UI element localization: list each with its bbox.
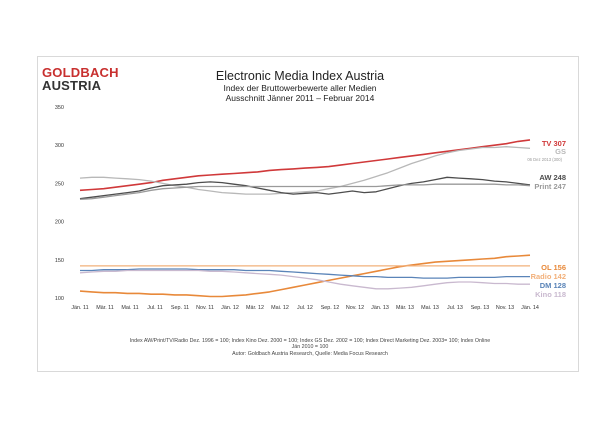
y-tick-label: 150	[55, 258, 64, 264]
series-end-value: 248	[553, 173, 566, 182]
x-tick-label: Jul. 12	[297, 305, 313, 311]
chart-title: Electronic Media Index Austria	[215, 69, 385, 83]
chart-footer: Index AW/Print/TV/Radio Dez. 1996 = 100;…	[90, 338, 530, 357]
series-line-print	[79, 183, 531, 201]
footer-line-2: Jän 2010 = 100	[291, 344, 329, 351]
series-label-radio: Radio 142	[531, 272, 566, 281]
series-name: TV	[542, 139, 554, 148]
chart-subtitle-2: Ausschnitt Jänner 2011 – Februar 2014	[225, 93, 375, 103]
chart-titles: Electronic Media Index Austria Index der…	[150, 69, 450, 103]
chart-subtitle-1: Index der Bruttowerbewerte aller Medien	[223, 83, 377, 93]
gs-annotation: 06 Dez 2013 (300)	[527, 157, 562, 162]
series-label-tv: TV 307	[542, 139, 566, 148]
x-tick-label: Sep. 11	[171, 305, 189, 311]
series-name: Radio	[531, 272, 554, 281]
x-tick-label: Jän. 13	[371, 305, 389, 311]
series-end-value: 156	[553, 263, 566, 272]
x-tick-label: Mär. 12	[246, 305, 264, 311]
series-name: Kino	[535, 290, 554, 299]
series-label-ol: OL 156	[541, 263, 566, 272]
series-label-gs: GS	[555, 147, 566, 156]
y-tick-label: 250	[55, 181, 64, 187]
series-end-value: 128	[553, 281, 566, 290]
footer-line-1: Index AW/Print/TV/Radio Dez. 1996 = 100;…	[129, 338, 491, 344]
x-tick-label: Mai. 12	[271, 305, 289, 311]
series-name: DM	[540, 281, 554, 290]
series-line-kino	[79, 269, 530, 290]
footer-line-3: Autor: Goldbach Austria Research, Quelle…	[232, 350, 388, 357]
series-name: Print	[534, 182, 553, 191]
goldbach-logo: GOLDBACH AUSTRIA	[42, 66, 119, 92]
series-end-value: 247	[553, 182, 566, 191]
series-line-dm	[80, 268, 530, 279]
y-tick-label: 300	[55, 143, 64, 149]
x-tick-label: Jän. 14	[521, 305, 539, 311]
x-tick-label: Sep. 13	[471, 305, 490, 311]
slide-frame	[37, 56, 579, 372]
x-tick-label: Jän. 12	[221, 305, 239, 311]
logo-line-1: GOLDBACH	[42, 65, 119, 80]
x-tick-label: Nov. 13	[496, 305, 514, 311]
logo-line-2: AUSTRIA	[42, 78, 102, 93]
series-label-dm: DM 128	[540, 281, 566, 290]
x-tick-label: Mai. 13	[421, 305, 439, 311]
y-tick-label: 350	[55, 105, 64, 111]
series-line-gs	[79, 146, 531, 195]
x-tick-label: Jul. 13	[447, 305, 463, 311]
x-tick-label: Mai. 11	[121, 305, 138, 311]
x-tick-label: Nov. 11	[196, 305, 214, 311]
series-line-tv	[79, 139, 531, 192]
series-label-kino: Kino 118	[535, 290, 566, 299]
y-tick-label: 200	[55, 220, 64, 226]
x-tick-label: Sep. 12	[321, 305, 340, 311]
series-line-aw	[79, 176, 531, 200]
series-end-value: 118	[554, 290, 566, 299]
x-tick-label: Mär. 13	[396, 305, 414, 311]
x-tick-label: Jul. 11	[147, 305, 162, 311]
series-label-aw: AW 248	[539, 173, 566, 182]
x-tick-label: Nov. 12	[346, 305, 364, 311]
x-tick-label: Mär. 11	[96, 305, 114, 311]
series-name: OL	[541, 263, 553, 272]
y-tick-label: 100	[55, 296, 64, 302]
series-end-value: 142	[553, 272, 566, 281]
series-end-value: 307	[553, 139, 566, 148]
series-label-print: Print 247	[534, 182, 566, 191]
series-name: AW	[539, 173, 553, 182]
x-tick-label: Jän. 11	[71, 305, 88, 311]
series-line-ol	[79, 254, 531, 298]
